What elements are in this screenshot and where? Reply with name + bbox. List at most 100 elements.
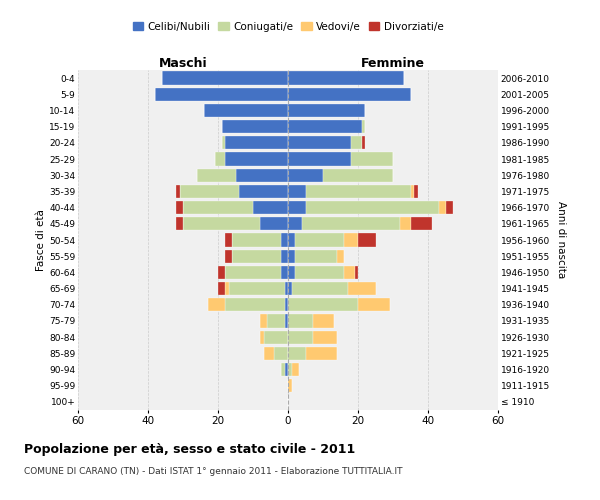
Bar: [288, 314, 313, 328]
Bar: [344, 234, 358, 246]
Text: Popolazione per età, sesso e stato civile - 2011: Popolazione per età, sesso e stato civil…: [24, 442, 355, 456]
Bar: [176, 217, 183, 230]
Y-axis label: Anni di nascita: Anni di nascita: [556, 202, 566, 278]
Bar: [288, 266, 295, 279]
Bar: [284, 282, 288, 295]
Bar: [225, 250, 232, 263]
Bar: [400, 217, 410, 230]
Bar: [288, 152, 351, 166]
Bar: [288, 282, 292, 295]
Bar: [295, 266, 344, 279]
Bar: [176, 201, 183, 214]
Bar: [305, 346, 337, 360]
Bar: [288, 217, 302, 230]
Bar: [295, 250, 337, 263]
Bar: [288, 330, 313, 344]
Bar: [288, 346, 305, 360]
Bar: [361, 136, 365, 149]
Bar: [344, 266, 355, 279]
Text: COMUNE DI CARANO (TN) - Dati ISTAT 1° gennaio 2011 - Elaborazione TUTTITALIA.IT: COMUNE DI CARANO (TN) - Dati ISTAT 1° ge…: [24, 468, 403, 476]
Bar: [263, 330, 288, 344]
Bar: [305, 185, 410, 198]
Bar: [351, 152, 393, 166]
Bar: [313, 330, 337, 344]
Bar: [410, 217, 431, 230]
Text: Maschi: Maschi: [158, 57, 208, 70]
Bar: [358, 234, 376, 246]
Bar: [288, 185, 305, 198]
Y-axis label: Fasce di età: Fasce di età: [36, 209, 46, 271]
Bar: [221, 120, 288, 134]
Bar: [288, 363, 292, 376]
Bar: [302, 217, 400, 230]
Bar: [253, 201, 288, 214]
Bar: [225, 136, 288, 149]
Bar: [347, 282, 376, 295]
Bar: [232, 234, 281, 246]
Bar: [288, 234, 295, 246]
Bar: [445, 201, 452, 214]
Bar: [281, 266, 288, 279]
Bar: [183, 201, 253, 214]
Bar: [225, 282, 229, 295]
Bar: [155, 88, 288, 101]
Bar: [355, 266, 358, 279]
Bar: [260, 314, 267, 328]
Bar: [284, 314, 288, 328]
Bar: [292, 282, 347, 295]
Bar: [284, 298, 288, 312]
Bar: [225, 298, 284, 312]
Bar: [274, 346, 288, 360]
Bar: [183, 217, 260, 230]
Bar: [281, 234, 288, 246]
Bar: [288, 168, 323, 182]
Bar: [197, 168, 235, 182]
Bar: [410, 185, 414, 198]
Bar: [305, 201, 439, 214]
Bar: [204, 104, 288, 117]
Bar: [176, 185, 179, 198]
Bar: [281, 250, 288, 263]
Bar: [361, 120, 365, 134]
Bar: [208, 298, 225, 312]
Bar: [218, 266, 225, 279]
Bar: [288, 88, 410, 101]
Bar: [232, 250, 281, 263]
Bar: [225, 234, 232, 246]
Bar: [288, 104, 365, 117]
Bar: [288, 201, 305, 214]
Bar: [221, 136, 225, 149]
Bar: [281, 363, 284, 376]
Bar: [215, 152, 225, 166]
Bar: [288, 250, 295, 263]
Legend: Celibi/Nubili, Coniugati/e, Vedovi/e, Divorziati/e: Celibi/Nubili, Coniugati/e, Vedovi/e, Di…: [128, 18, 448, 36]
Bar: [218, 282, 225, 295]
Bar: [288, 72, 404, 85]
Bar: [225, 152, 288, 166]
Bar: [288, 379, 292, 392]
Bar: [337, 250, 344, 263]
Bar: [414, 185, 418, 198]
Bar: [162, 72, 288, 85]
Bar: [235, 168, 288, 182]
Bar: [229, 282, 284, 295]
Bar: [263, 346, 274, 360]
Bar: [260, 330, 263, 344]
Bar: [313, 314, 334, 328]
Bar: [358, 298, 389, 312]
Text: Femmine: Femmine: [361, 57, 425, 70]
Bar: [288, 136, 351, 149]
Bar: [295, 234, 344, 246]
Bar: [288, 120, 361, 134]
Bar: [323, 168, 393, 182]
Bar: [239, 185, 288, 198]
Bar: [179, 185, 239, 198]
Bar: [439, 201, 445, 214]
Bar: [267, 314, 284, 328]
Bar: [288, 298, 358, 312]
Bar: [292, 363, 299, 376]
Bar: [260, 217, 288, 230]
Bar: [225, 266, 281, 279]
Bar: [284, 363, 288, 376]
Bar: [351, 136, 361, 149]
